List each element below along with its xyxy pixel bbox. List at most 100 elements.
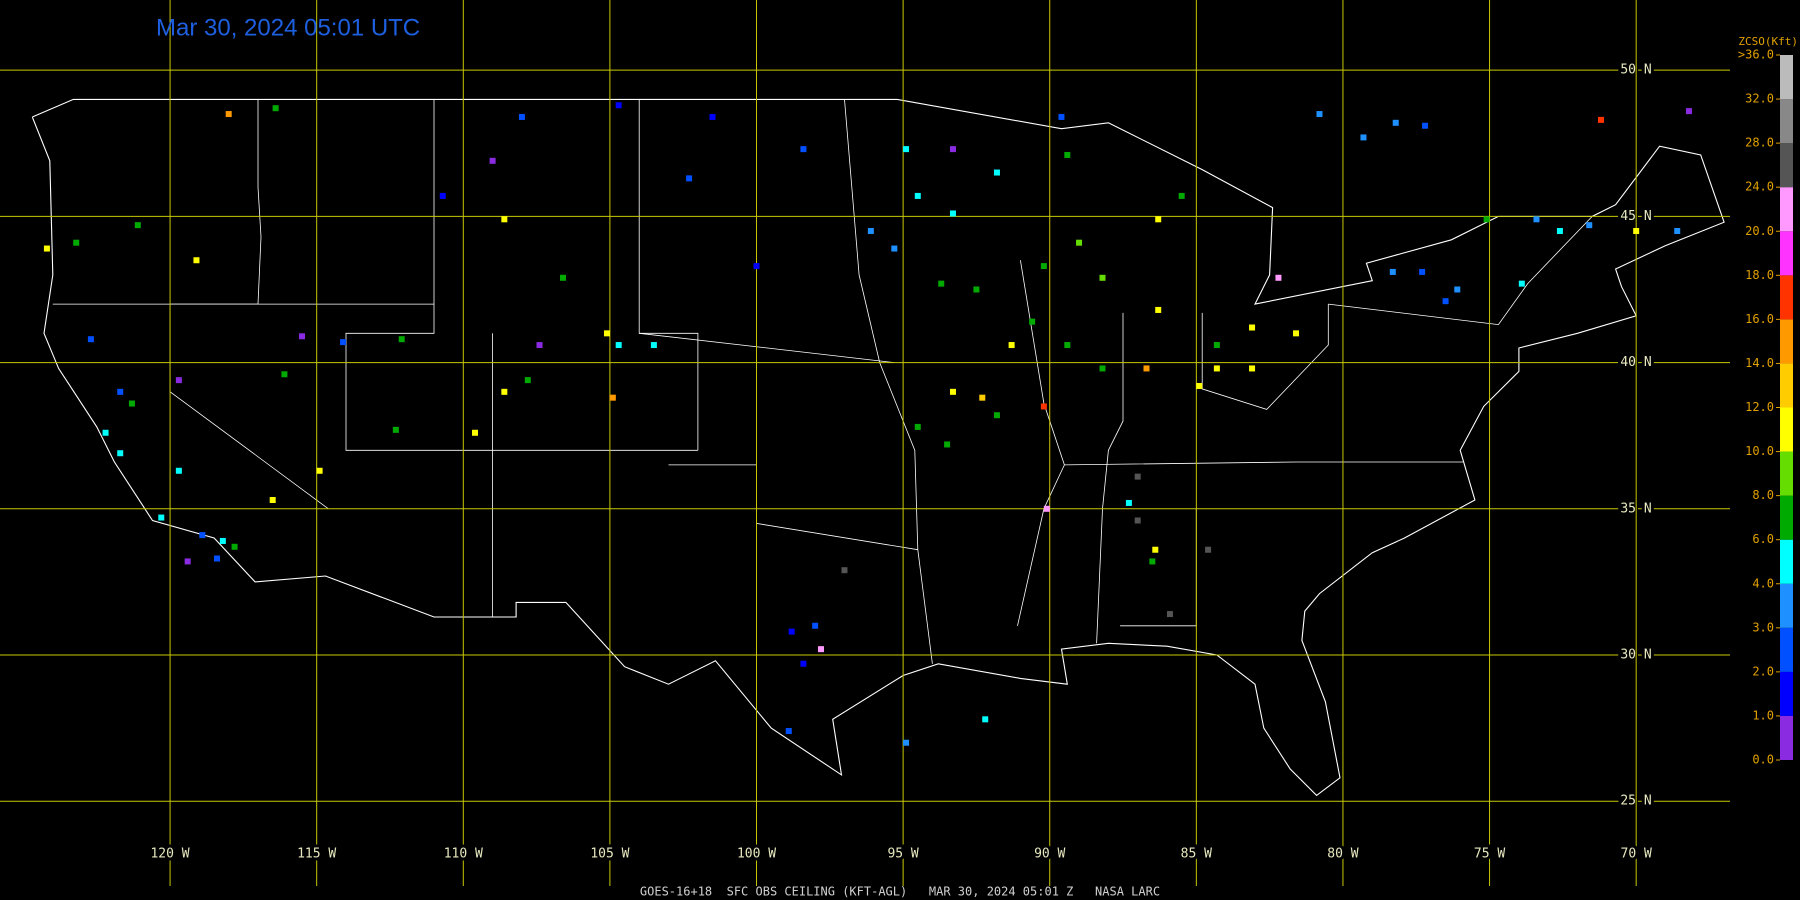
station-obs — [501, 216, 508, 223]
station-obs — [299, 333, 306, 340]
station-obs — [175, 467, 182, 474]
colorbar-label: 8.0 — [1752, 488, 1774, 502]
station-obs — [785, 728, 792, 735]
station-obs — [439, 192, 446, 199]
colorbar-label: 18.0 — [1745, 268, 1774, 282]
colorbar-label: 10.0 — [1745, 444, 1774, 458]
station-obs — [158, 514, 165, 521]
station-obs — [1633, 228, 1640, 235]
colorbar-label: 0.0 — [1752, 753, 1774, 767]
colorbar-bin — [1780, 363, 1793, 408]
station-obs — [753, 263, 760, 270]
station-obs — [1196, 382, 1203, 389]
station-obs — [87, 336, 94, 343]
station-obs — [199, 532, 206, 539]
state-border — [1328, 216, 1593, 326]
station-obs — [1556, 228, 1563, 235]
station-obs — [1533, 216, 1540, 223]
station-obs — [944, 441, 951, 448]
colorbar-bin — [1780, 99, 1793, 144]
colorbar-bin — [1780, 55, 1793, 100]
station-obs — [1099, 274, 1106, 281]
station-obs — [973, 286, 980, 293]
station-obs — [993, 169, 1000, 176]
colorbar-label: 1.0 — [1752, 708, 1774, 722]
station-obs — [1040, 263, 1047, 270]
footer: GOES-16+18 SFC OBS CEILING (KFT-AGL) MAR… — [640, 885, 1160, 899]
colorbar-label: >36.0 — [1738, 48, 1774, 62]
longitude-label: 95 W — [887, 847, 918, 862]
station-obs — [1213, 365, 1220, 372]
station-obs — [686, 175, 693, 182]
station-obs — [1674, 228, 1681, 235]
colorbar-label: 14.0 — [1745, 356, 1774, 370]
colorbar-bin — [1780, 275, 1793, 320]
station-obs — [1043, 505, 1050, 512]
station-obs — [800, 660, 807, 667]
station-obs — [1099, 365, 1106, 372]
colorbar-bin — [1780, 583, 1793, 628]
station-obs — [175, 377, 182, 384]
station-obs — [1178, 192, 1185, 199]
station-obs — [867, 228, 874, 235]
station-obs — [1076, 239, 1083, 246]
colorbar-title: ZCSO(Kft) — [1738, 35, 1798, 48]
station-obs — [1586, 222, 1593, 229]
station-obs — [184, 558, 191, 565]
longitude-label: 100 W — [737, 847, 776, 862]
longitude-label: 75 W — [1474, 847, 1505, 862]
station-obs — [1155, 216, 1162, 223]
station-obs — [134, 222, 141, 229]
longitude-label: 105 W — [590, 847, 629, 862]
colorbar-bin — [1780, 715, 1793, 760]
colorbar-bin — [1780, 407, 1793, 452]
station-obs — [914, 192, 921, 199]
station-obs — [1419, 268, 1426, 275]
longitude-label: 115 W — [297, 847, 336, 862]
station-obs — [518, 113, 525, 120]
station-obs — [603, 330, 610, 337]
station-obs — [938, 280, 945, 287]
map-title: Mar 30, 2024 05:01 UTC — [156, 14, 420, 41]
colorbar-bin — [1780, 627, 1793, 672]
station-obs — [1249, 324, 1256, 331]
state-border — [639, 332, 895, 363]
station-obs — [1008, 342, 1015, 349]
station-obs — [43, 245, 50, 252]
colorbar-label: 12.0 — [1745, 400, 1774, 414]
colorbar-label: 6.0 — [1752, 532, 1774, 546]
station-obs — [225, 111, 232, 118]
station-obs — [117, 450, 124, 457]
colorbar-bin — [1780, 451, 1793, 496]
station-obs — [1149, 558, 1156, 565]
state-border — [844, 99, 933, 664]
station-obs — [1442, 298, 1449, 305]
station-obs — [1134, 473, 1141, 480]
station-obs — [1392, 119, 1399, 126]
station-obs — [903, 146, 910, 153]
station-obs — [102, 429, 109, 436]
station-obs — [1064, 342, 1071, 349]
station-obs — [818, 646, 825, 653]
station-obs — [340, 339, 347, 346]
station-obs — [1213, 342, 1220, 349]
station-obs — [615, 102, 622, 109]
colorbar-label: 3.0 — [1752, 620, 1774, 634]
colorbar-label: 24.0 — [1745, 180, 1774, 194]
station-obs — [213, 555, 220, 562]
stations — [43, 102, 1692, 746]
station-obs — [398, 336, 405, 343]
us-outline — [31, 98, 1725, 797]
station-obs — [501, 388, 508, 395]
colorbar-label: 20.0 — [1745, 224, 1774, 238]
station-obs — [117, 388, 124, 395]
station-obs — [812, 622, 819, 629]
station-obs — [536, 342, 543, 349]
station-obs — [1454, 286, 1461, 293]
station-obs — [903, 739, 910, 746]
station-obs — [949, 210, 956, 217]
station-obs — [615, 342, 622, 349]
station-obs — [392, 426, 399, 433]
